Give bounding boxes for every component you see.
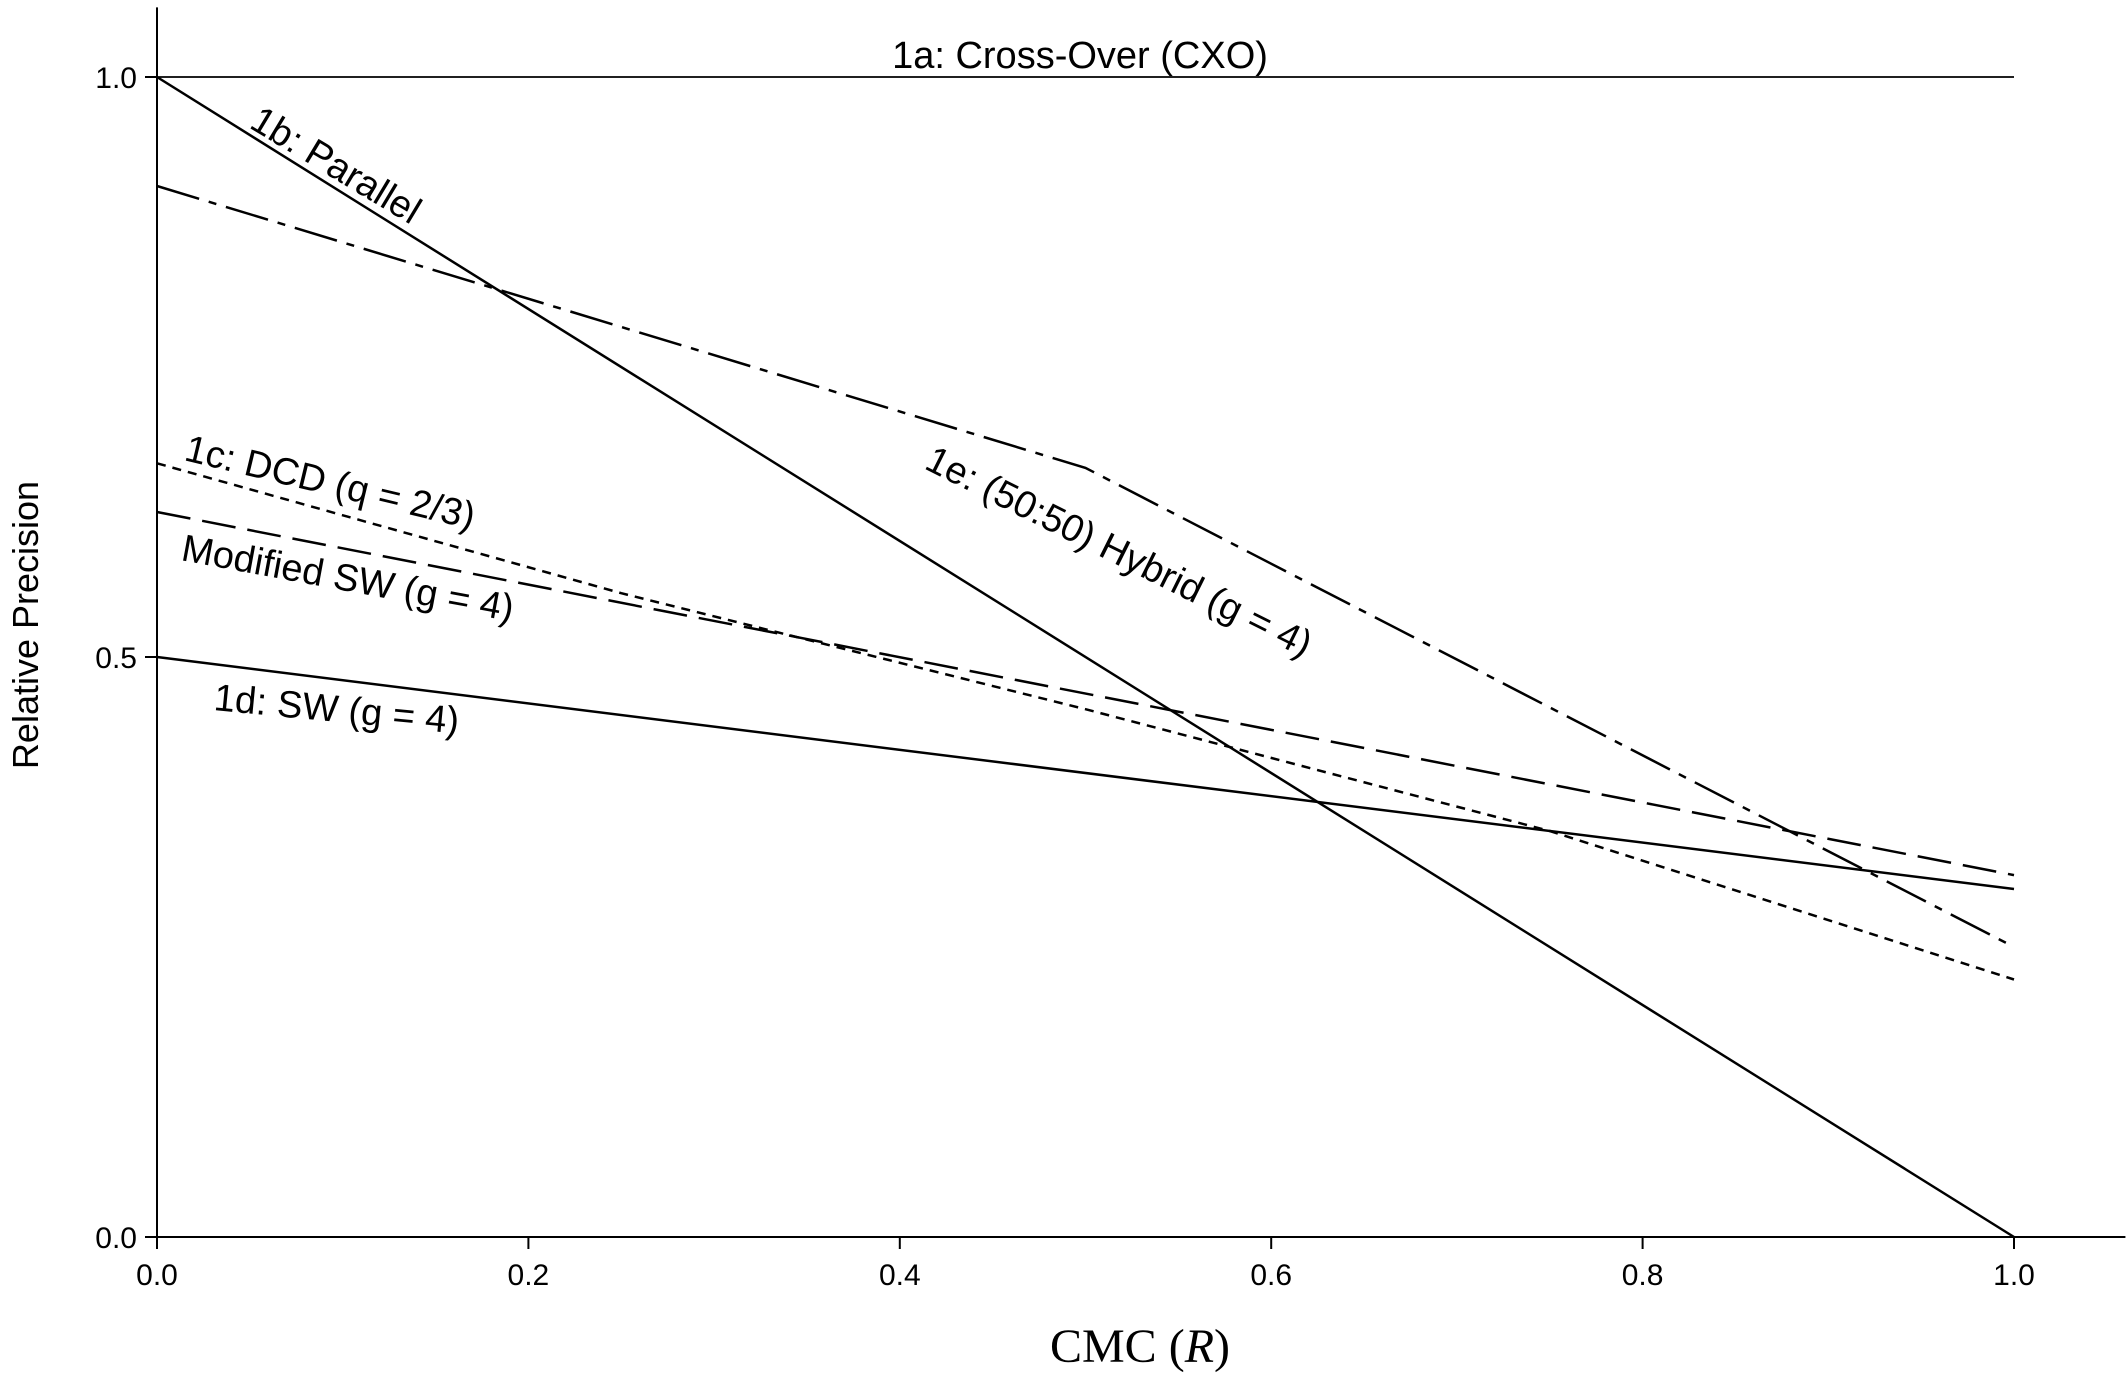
series-line-6	[156, 184, 2015, 949]
y-tick-label: 0.5	[95, 642, 137, 675]
series-line-4	[156, 510, 2015, 877]
y-tick-label: 1.0	[95, 62, 137, 95]
x-tick-label: 0.8	[1622, 1259, 1664, 1292]
x-tick-label: 0.2	[508, 1259, 550, 1292]
x-tick-label: 0.6	[1250, 1259, 1292, 1292]
x-axis-title: CMC (R)	[1050, 1320, 1230, 1373]
series-line-3	[156, 462, 2015, 981]
x-tick-label: 1.0	[1993, 1259, 2035, 1292]
y-tick-label: 0.0	[95, 1222, 137, 1255]
axes: 0.0 0.2 0.4 0.6 0.8 1.0 0.0 0.5 1.0	[95, 7, 2126, 1292]
y-axis-title: Relative Precision	[5, 481, 46, 769]
x-tick-label: 0.0	[136, 1259, 178, 1292]
series-line-2	[156, 75, 2015, 1239]
x-axis-title-text: CMC (	[1050, 1320, 1185, 1373]
series-label-5: 1d: SW (g = 4)	[212, 677, 461, 742]
x-axis-title-end: )	[1214, 1320, 1230, 1373]
series-label-2: 1b: Parallel	[243, 99, 428, 233]
series-line-5	[156, 655, 2015, 891]
series-label-6: 1e: (50:50) Hybrid (g = 4)	[919, 438, 1319, 665]
x-axis-title-variable: R	[1184, 1320, 1214, 1373]
series-label-1: 1a: Cross-Over (CXO)	[892, 35, 1268, 77]
series-layer	[156, 75, 2015, 1239]
x-tick-label: 0.4	[879, 1259, 921, 1292]
series-label-4: Modified SW (g = 4)	[178, 528, 517, 631]
